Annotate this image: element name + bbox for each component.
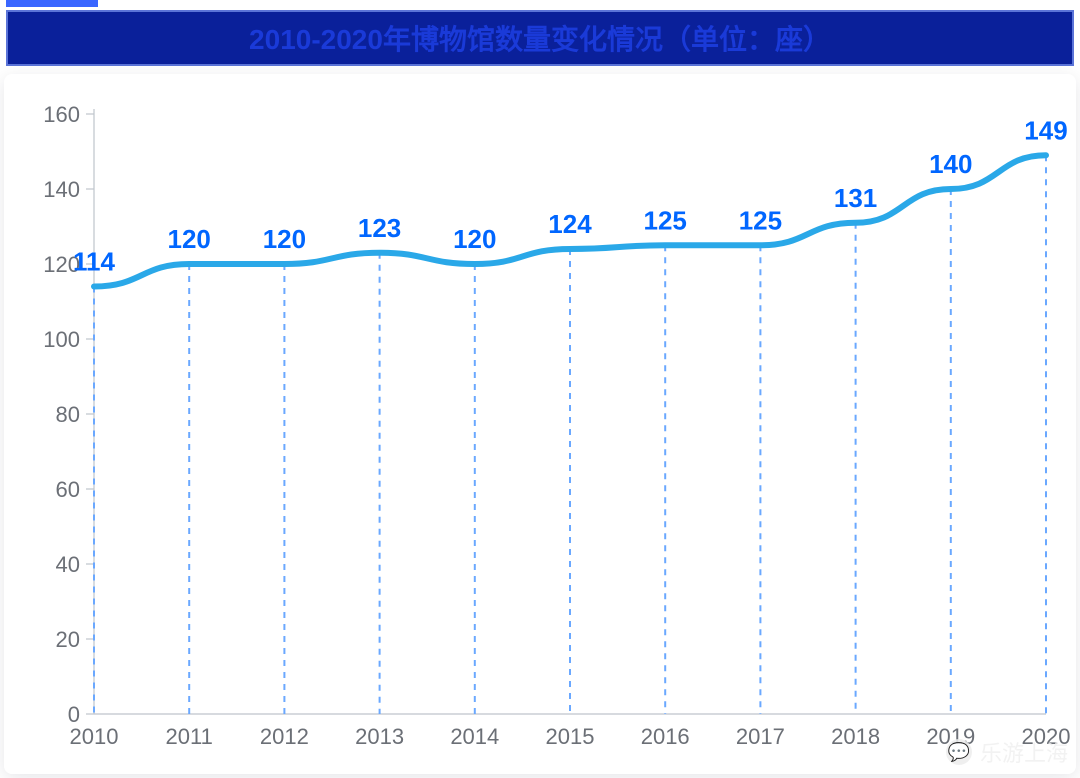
x-tick-label: 2011 (166, 724, 213, 749)
data-label: 123 (358, 213, 401, 243)
y-tick-label: 20 (56, 627, 80, 652)
x-tick-label: 2018 (831, 724, 880, 749)
data-label: 120 (168, 224, 211, 254)
x-tick-label: 2020 (1022, 724, 1071, 749)
y-tick-label: 160 (43, 102, 80, 127)
x-tick-label: 2016 (641, 724, 690, 749)
x-tick-label: 2010 (70, 724, 119, 749)
chart-card: 0204060801001201401601141201201231201241… (4, 74, 1076, 774)
data-label: 149 (1024, 115, 1067, 145)
chart-title-bar: 2010-2020年博物馆数量变化情况（单位：座） (6, 10, 1074, 66)
x-tick-label: 2017 (736, 724, 785, 749)
y-tick-label: 40 (56, 552, 80, 577)
x-tick-label: 2014 (450, 724, 499, 749)
chart-title-text: 2010-2020年博物馆数量变化情况（单位：座） (249, 18, 831, 58)
y-tick-label: 60 (56, 477, 80, 502)
x-tick-label: 2015 (546, 724, 595, 749)
data-label: 114 (73, 247, 115, 277)
y-tick-label: 100 (43, 327, 80, 352)
data-label: 131 (834, 183, 877, 213)
data-label: 124 (548, 209, 592, 239)
accent-tab (6, 0, 98, 7)
line-chart: 0204060801001201401601141201201231201241… (4, 74, 1076, 774)
x-tick-label: 2019 (926, 724, 975, 749)
y-tick-label: 80 (56, 402, 80, 427)
data-label: 125 (644, 205, 687, 235)
data-label: 120 (453, 224, 496, 254)
x-tick-label: 2013 (355, 724, 404, 749)
y-tick-label: 140 (43, 177, 80, 202)
data-label: 125 (739, 205, 782, 235)
data-label: 120 (263, 224, 306, 254)
data-label: 140 (929, 149, 972, 179)
x-tick-label: 2012 (260, 724, 309, 749)
